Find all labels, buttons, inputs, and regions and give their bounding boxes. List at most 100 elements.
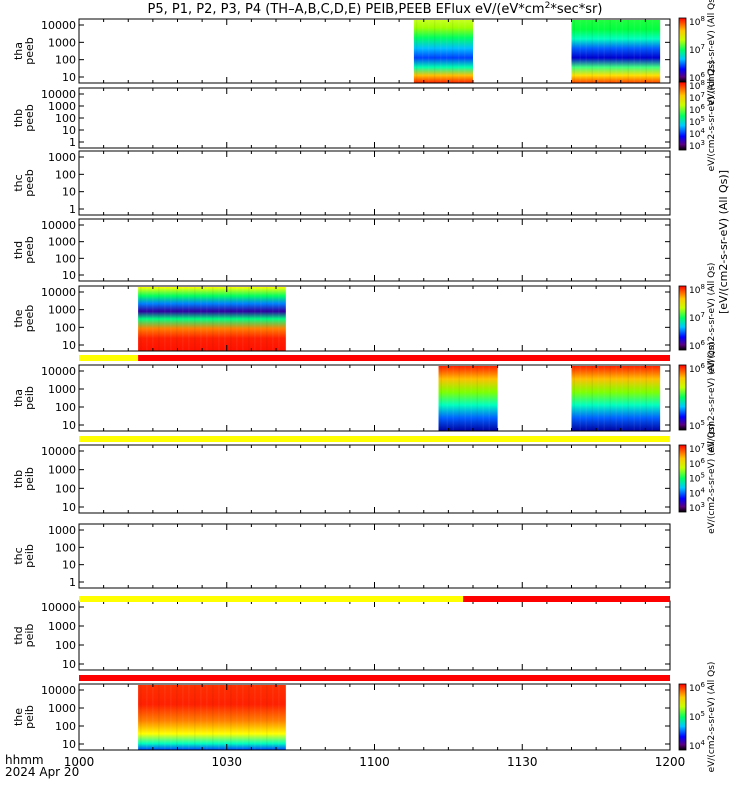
texture-stripe (224, 287, 226, 351)
texture-stripe (621, 366, 623, 431)
texture-stripe (603, 366, 605, 431)
x-tick-label: 1000 (64, 755, 95, 769)
texture-stripe (278, 287, 280, 351)
texture-stripe (188, 685, 190, 750)
y-tick-label: 10 (62, 559, 76, 572)
texture-stripe (439, 20, 442, 83)
texture-stripe (236, 287, 238, 351)
y-axis-label: thc (12, 174, 25, 191)
x-tick-label: 1200 (655, 755, 686, 769)
texture-stripe (651, 20, 653, 83)
y-axis-label: peeb (23, 236, 36, 264)
y-axis-label: thc (12, 547, 25, 564)
texture-stripe (206, 685, 208, 750)
mode-bar-segment (79, 596, 464, 602)
y-tick-label: 1000 (48, 36, 76, 49)
texture-stripe (597, 366, 599, 431)
texture-stripe (585, 366, 587, 431)
colorbar-tick-label: 108 (689, 283, 705, 296)
y-axis-label: tha (12, 42, 25, 60)
x-axis-label: hhmm (5, 753, 44, 767)
x-axis: 1000 1030 1100 1130 1200 (64, 755, 686, 769)
y-tick-label: 1 (69, 136, 76, 149)
colorbar-label: eV/(cm2-s-sr-eV) (All Qs) (707, 342, 717, 453)
panels: 10100100010000thapeeb110100100010000thbp… (12, 18, 671, 751)
y-tick-label: 100 (55, 401, 76, 414)
y-tick-label: 1 (69, 576, 76, 589)
colorbar-tick-label: 107 (689, 442, 705, 455)
texture-stripe (170, 685, 172, 750)
texture-stripe (445, 20, 448, 83)
panel-frame (78, 87, 671, 149)
x-axis-date: 2024 Apr 20 (5, 765, 79, 779)
texture-stripe (591, 20, 593, 83)
y-tick-label: 1000 (48, 702, 76, 715)
y-axis-label: peeb (23, 169, 36, 197)
y-axis-label: peeb (23, 37, 36, 65)
texture-stripe (146, 287, 148, 351)
texture-stripe (248, 685, 250, 750)
texture-stripe (194, 287, 196, 351)
y-tick-label: 1000 (48, 620, 76, 633)
mode-bar-segment (79, 355, 139, 361)
y-tick-label: 1000 (48, 236, 76, 249)
y-tick-label: 10000 (41, 684, 76, 697)
texture-stripe (182, 685, 184, 750)
y-tick-label: 10000 (41, 365, 76, 378)
mode-bar (79, 436, 670, 442)
y-tick-label: 10000 (41, 219, 76, 232)
texture-stripe (452, 366, 455, 431)
texture-stripe (260, 685, 262, 750)
mode-bar (79, 675, 670, 681)
y-tick-label: 1000 (48, 151, 76, 164)
y-tick-label: 10000 (41, 445, 76, 458)
texture-stripe (446, 366, 449, 431)
colorbar-tick-label: 107 (689, 311, 705, 324)
y-tick-label: 10 (62, 71, 76, 84)
colorbar-scale (678, 444, 687, 513)
y-tick-label: 1 (69, 203, 76, 216)
y-tick-label: 1000 (48, 304, 76, 317)
y-axis-label: thd (12, 241, 25, 259)
colorbar-scale (678, 683, 687, 751)
texture-stripe (451, 20, 454, 83)
texture-stripe (615, 20, 617, 83)
texture-stripe (591, 366, 593, 431)
mode-bar (79, 355, 671, 361)
y-tick-label: 10 (62, 186, 76, 199)
texture-stripe (242, 685, 244, 750)
spectrogram-block (571, 366, 661, 431)
y-axis-label: peeb (23, 104, 36, 132)
mode-bar-segment (79, 675, 670, 681)
texture-stripe (639, 20, 641, 83)
colorbar-tick-label: 105 (689, 710, 705, 723)
y-tick-label: 10 (62, 269, 76, 282)
texture-stripe (645, 366, 647, 431)
texture-stripe (470, 366, 473, 431)
spectrogram-block (571, 20, 661, 83)
x-tick-label: 1030 (211, 755, 242, 769)
colorbar-tick-label: 103 (689, 501, 705, 514)
texture-stripe (218, 287, 220, 351)
texture-stripe (463, 20, 466, 83)
y-tick-label: 10000 (41, 286, 76, 299)
colorbar-side-label: [eV/(cm2-s-sr-eV) (All Qs)] (717, 170, 730, 314)
texture-stripe (176, 685, 178, 750)
texture-stripe (579, 20, 581, 83)
y-axis-label: peib (23, 624, 36, 648)
texture-stripe (457, 20, 460, 83)
colorbar-scale (678, 81, 687, 151)
panel-frame (78, 218, 671, 282)
texture-stripe (427, 20, 430, 83)
figure-title: P5, P1, P2, P3, P4 (TH–A,B,C,D,E) PEIB,P… (148, 1, 603, 17)
texture-stripe (230, 685, 232, 750)
texture-stripe (415, 20, 418, 83)
y-tick-label: 1000 (48, 464, 76, 477)
colorbar-tick-label: 107 (689, 43, 705, 56)
colorbar-tick-label: 106 (689, 681, 705, 694)
